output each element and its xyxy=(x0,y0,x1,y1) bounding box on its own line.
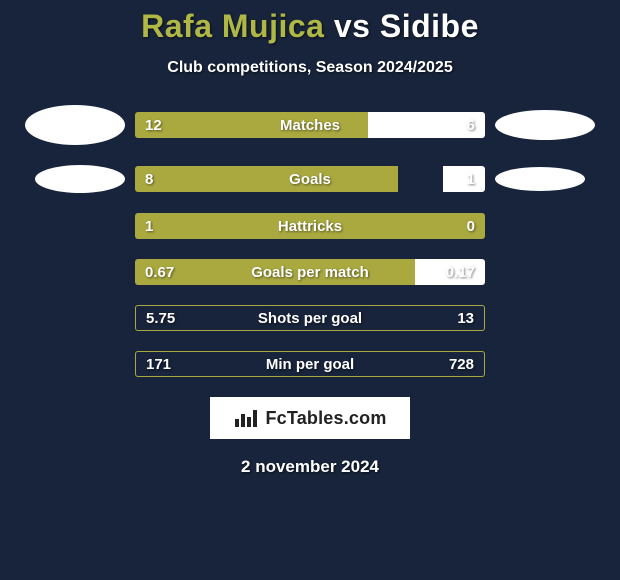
stat-value-left: 0.67 xyxy=(145,264,174,281)
stat-label: Hattricks xyxy=(278,218,342,235)
stat-value-left: 1 xyxy=(145,218,153,235)
stat-value-right: 1 xyxy=(467,171,475,188)
stat-row: 171 728 Min per goal xyxy=(0,351,620,377)
comparison-container: Rafa Mujica vs Sidibe Club competitions,… xyxy=(0,0,620,477)
stat-label: Shots per goal xyxy=(258,310,362,327)
title-player1: Rafa Mujica xyxy=(141,8,324,44)
stat-bar: 1 0 Hattricks xyxy=(135,213,485,239)
stat-value-right: 728 xyxy=(449,356,474,373)
stat-label: Goals xyxy=(289,171,331,188)
stat-bar: 0.67 0.17 Goals per match xyxy=(135,259,485,285)
stat-value-left: 171 xyxy=(146,356,171,373)
site-logo-badge: FcTables.com xyxy=(210,397,410,439)
page-title: Rafa Mujica vs Sidibe xyxy=(0,8,620,45)
stat-value-left: 5.75 xyxy=(146,310,175,327)
stat-bar-left-segment xyxy=(135,166,398,192)
stat-value-right: 13 xyxy=(457,310,474,327)
stat-bar-right-segment xyxy=(443,166,485,192)
player1-avatar xyxy=(25,105,125,145)
stat-label: Goals per match xyxy=(251,264,369,281)
title-player2: Sidibe xyxy=(380,8,479,44)
stat-row: 1 0 Hattricks xyxy=(0,213,620,239)
stat-value-left: 8 xyxy=(145,171,153,188)
stat-row: 5.75 13 Shots per goal xyxy=(0,305,620,331)
stat-row: 8 1 Goals xyxy=(0,165,620,193)
stat-value-left: 12 xyxy=(145,117,162,134)
stat-value-right: 0.17 xyxy=(446,264,475,281)
logo-text: FcTables.com xyxy=(265,408,386,429)
stat-value-right: 0 xyxy=(467,218,475,235)
title-vs: vs xyxy=(334,8,371,44)
stat-label: Min per goal xyxy=(266,356,354,373)
stat-bar: 171 728 Min per goal xyxy=(135,351,485,377)
stat-bar: 12 6 Matches xyxy=(135,112,485,138)
stat-bar: 8 1 Goals xyxy=(135,166,485,192)
stat-row: 12 6 Matches xyxy=(0,105,620,145)
subtitle: Club competitions, Season 2024/2025 xyxy=(0,59,620,77)
stat-row: 0.67 0.17 Goals per match xyxy=(0,259,620,285)
stat-bar: 5.75 13 Shots per goal xyxy=(135,305,485,331)
date-label: 2 november 2024 xyxy=(0,457,620,477)
bars-icon xyxy=(233,407,259,429)
player2-avatar xyxy=(495,167,585,191)
stat-value-right: 6 xyxy=(467,117,475,134)
player1-avatar xyxy=(35,165,125,193)
player2-avatar xyxy=(495,110,595,140)
stat-label: Matches xyxy=(280,117,340,134)
stats-list: 12 6 Matches 8 1 Goals 1 0 Hattricks 0.67 0.17 Goal… xyxy=(0,105,620,377)
